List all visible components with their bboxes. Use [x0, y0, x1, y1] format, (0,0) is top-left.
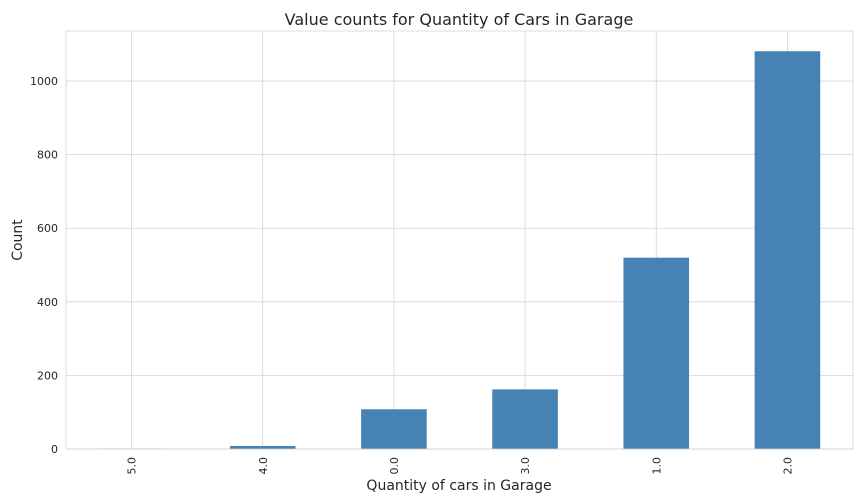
- y-tick-label: 0: [51, 443, 58, 456]
- bar-4.0: [229, 446, 296, 449]
- bars: [98, 51, 821, 450]
- bar-1.0: [623, 257, 690, 449]
- x-tick-label: 5.0: [126, 457, 139, 475]
- x-axis-label: Quantity of cars in Garage: [366, 478, 551, 494]
- bar-0.0: [361, 409, 427, 449]
- x-tick-label: 3.0: [519, 457, 532, 475]
- y-tick-label: 600: [37, 222, 58, 235]
- bar-2.0: [754, 51, 821, 450]
- y-tick-label: 1000: [30, 75, 58, 88]
- x-tick-label: 0.0: [388, 457, 401, 475]
- y-axis-label: Count: [10, 219, 26, 261]
- y-tick-label: 800: [37, 149, 58, 162]
- gridlines: [66, 31, 853, 450]
- chart-title: Value counts for Quantity of Cars in Gar…: [285, 10, 634, 29]
- y-tick-label: 200: [37, 369, 58, 382]
- y-tick-labels: 0 200 400 600 800 1000: [30, 75, 58, 456]
- x-tick-label: 4.0: [257, 457, 270, 475]
- x-tick-labels: 5.0 4.0 0.0 3.0 1.0 2.0: [126, 457, 795, 475]
- y-tick-label: 400: [37, 296, 58, 309]
- x-tick-label: 1.0: [650, 457, 663, 475]
- bar-3.0: [492, 389, 558, 449]
- plot-frame: [65, 30, 854, 450]
- x-tick-label: 2.0: [781, 457, 794, 475]
